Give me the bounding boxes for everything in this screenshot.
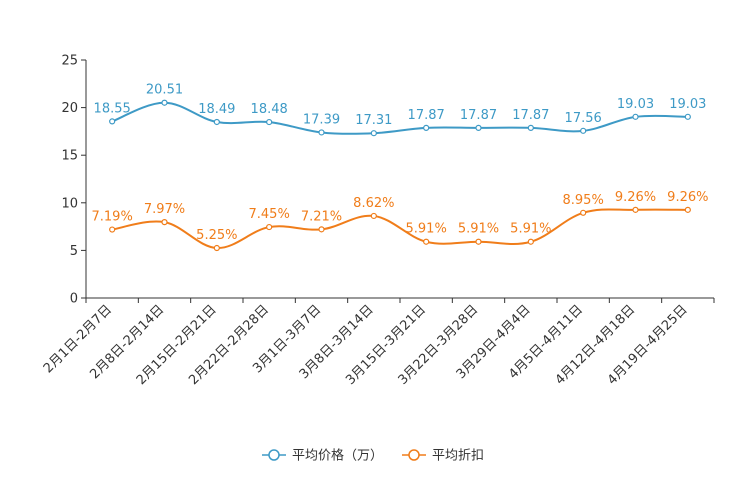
data-point[interactable] bbox=[684, 113, 691, 120]
data-label: 7.19% bbox=[92, 210, 133, 225]
data-label: 20.51 bbox=[146, 83, 183, 98]
data-label: 17.56 bbox=[565, 111, 602, 126]
data-point[interactable] bbox=[109, 118, 116, 125]
data-point[interactable] bbox=[318, 226, 325, 233]
data-label: 9.26% bbox=[667, 190, 708, 205]
data-point[interactable] bbox=[161, 99, 168, 106]
data-point[interactable] bbox=[475, 124, 482, 131]
data-point[interactable] bbox=[527, 238, 534, 245]
data-point[interactable] bbox=[213, 244, 220, 252]
data-label: 17.87 bbox=[408, 108, 445, 123]
legend-marker-icon bbox=[268, 449, 280, 461]
data-label: 18.49 bbox=[198, 102, 235, 117]
data-label: 17.87 bbox=[460, 108, 497, 123]
data-point[interactable] bbox=[527, 124, 534, 131]
data-label: 5.91% bbox=[406, 222, 447, 237]
series-layer: 18.55 20.51 18.49 18.48 17.39 17.31 17.87 17.87… bbox=[92, 83, 708, 252]
data-point[interactable] bbox=[266, 223, 273, 231]
data-label: 17.39 bbox=[303, 112, 340, 127]
legend-label: 平均折扣 bbox=[432, 449, 484, 464]
data-label: 5.91% bbox=[458, 222, 499, 237]
legend-item-1[interactable]: 平均价格（万） bbox=[262, 448, 383, 464]
legend-item-2[interactable]: 平均折扣 bbox=[402, 449, 484, 464]
data-point[interactable] bbox=[632, 113, 639, 120]
data-point[interactable] bbox=[370, 212, 377, 220]
y-tick-label: 10 bbox=[61, 196, 78, 211]
data-label: 5.25% bbox=[196, 228, 237, 243]
series-1: 18.55 20.51 18.49 18.48 17.39 17.31 17.87 17.87… bbox=[94, 83, 706, 137]
data-point[interactable] bbox=[632, 206, 639, 213]
legend-marker-icon bbox=[408, 449, 420, 461]
series-line bbox=[111, 208, 688, 250]
data-label: 19.03 bbox=[669, 97, 706, 112]
data-label: 18.48 bbox=[251, 102, 288, 117]
data-point[interactable] bbox=[161, 219, 168, 226]
series-line bbox=[111, 101, 688, 135]
data-point[interactable] bbox=[423, 238, 430, 245]
data-label: 9.26% bbox=[615, 190, 656, 205]
y-tick-label: 15 bbox=[61, 149, 78, 164]
data-label: 5.91% bbox=[510, 222, 551, 237]
data-point[interactable] bbox=[684, 206, 691, 213]
data-label: 17.31 bbox=[355, 113, 392, 128]
y-tick-label: 0 bbox=[70, 292, 78, 307]
data-point[interactable] bbox=[266, 118, 273, 126]
data-point[interactable] bbox=[109, 226, 116, 233]
legend[interactable]: 平均价格（万） 平均折扣 bbox=[262, 448, 484, 464]
data-label: 19.03 bbox=[617, 97, 654, 112]
data-point[interactable] bbox=[475, 238, 482, 245]
data-point[interactable] bbox=[318, 129, 325, 136]
data-point[interactable] bbox=[580, 127, 587, 134]
y-tick-label: 5 bbox=[70, 244, 78, 259]
data-label: 8.95% bbox=[563, 193, 604, 208]
y-tick-label: 20 bbox=[61, 101, 78, 116]
data-label: 17.87 bbox=[512, 108, 549, 123]
data-point[interactable] bbox=[370, 130, 377, 137]
data-label: 7.21% bbox=[301, 209, 342, 224]
data-label: 18.55 bbox=[94, 101, 131, 116]
y-tick-label: 25 bbox=[61, 54, 78, 69]
data-point[interactable] bbox=[213, 118, 220, 126]
data-label: 8.62% bbox=[353, 196, 394, 211]
data-point[interactable] bbox=[580, 209, 587, 216]
axes: 05101520252月1日-2月7日2月8日-2月14日2月15日-2月21日… bbox=[41, 54, 715, 388]
data-label: 7.97% bbox=[144, 202, 185, 217]
legend-label: 平均价格（万） bbox=[292, 448, 383, 464]
data-label: 7.45% bbox=[249, 207, 290, 222]
series-2: 7.19% 7.97% 5.25% 7.45% 7.21% 8.62% 5.91% 5.91%… bbox=[92, 190, 708, 252]
data-point[interactable] bbox=[423, 124, 430, 131]
